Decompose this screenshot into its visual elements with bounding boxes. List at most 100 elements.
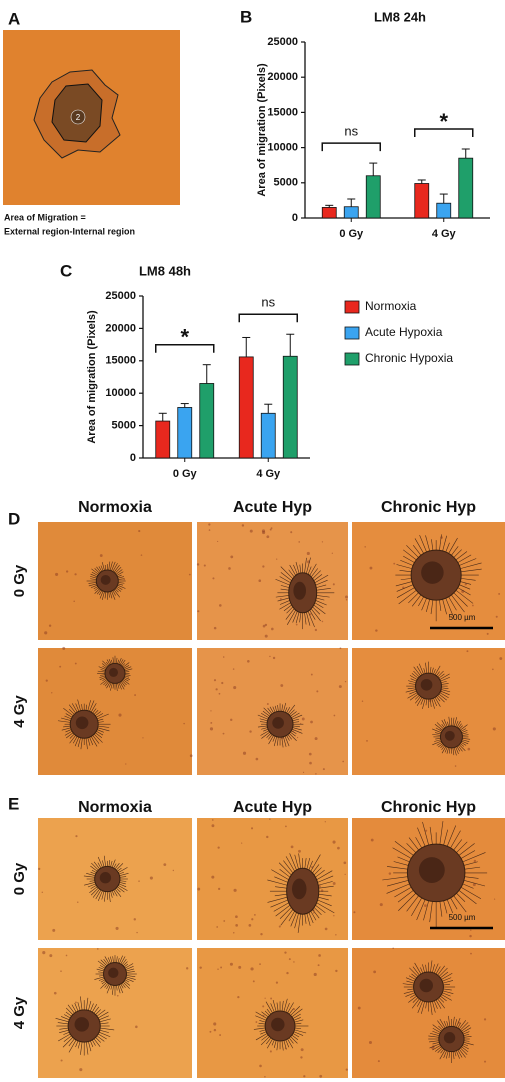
spike xyxy=(445,542,450,553)
speck xyxy=(290,531,293,534)
spike xyxy=(93,586,98,590)
spike xyxy=(272,999,277,1012)
spike xyxy=(98,566,103,572)
speck xyxy=(285,825,287,828)
spike xyxy=(121,680,127,686)
row-label: 0 Gy xyxy=(11,862,28,895)
spike xyxy=(462,852,486,863)
spike xyxy=(435,738,441,740)
spike xyxy=(407,687,416,690)
spike xyxy=(80,738,83,750)
spike xyxy=(64,1014,71,1019)
speck xyxy=(271,627,274,631)
spike xyxy=(448,747,451,754)
spike xyxy=(86,1041,89,1055)
spike xyxy=(283,604,292,612)
spike xyxy=(291,714,303,720)
speck xyxy=(262,1005,265,1008)
column-title: Chronic Hyp xyxy=(381,499,476,516)
spike xyxy=(450,897,458,910)
speck xyxy=(284,951,287,954)
spheroid-core xyxy=(75,716,89,730)
spike xyxy=(114,863,120,870)
spike xyxy=(257,714,269,720)
speck xyxy=(345,598,348,601)
spike xyxy=(97,727,110,732)
spike xyxy=(290,912,297,927)
spike xyxy=(93,1038,101,1047)
spike xyxy=(267,879,288,886)
spike xyxy=(439,673,450,680)
spike xyxy=(90,871,96,875)
spike xyxy=(122,679,130,685)
spike xyxy=(68,704,76,714)
spheroid-core xyxy=(444,730,455,741)
spike xyxy=(89,880,95,882)
spike xyxy=(310,608,321,622)
spike xyxy=(438,967,448,977)
spike xyxy=(307,566,312,575)
spike xyxy=(397,856,410,863)
spike xyxy=(439,901,443,917)
spike xyxy=(96,1035,105,1042)
spike xyxy=(253,1027,266,1030)
spike xyxy=(64,730,73,736)
spike xyxy=(405,977,415,982)
speck xyxy=(466,650,469,653)
caption: Area of Migration = xyxy=(4,212,86,222)
spike xyxy=(95,1037,102,1043)
spike xyxy=(442,990,454,994)
spike xyxy=(458,890,477,905)
speck xyxy=(333,714,336,717)
spike xyxy=(97,856,103,868)
spike xyxy=(463,1040,470,1042)
spike xyxy=(283,998,288,1012)
spike xyxy=(101,663,108,668)
spike xyxy=(110,985,113,990)
spike xyxy=(104,982,109,988)
speck xyxy=(133,918,136,921)
spike xyxy=(93,710,99,715)
spike xyxy=(441,994,452,1001)
spike xyxy=(88,583,97,587)
spike xyxy=(315,579,328,586)
spike xyxy=(459,558,477,566)
spike xyxy=(98,721,104,723)
speck xyxy=(264,997,266,999)
spike xyxy=(292,725,300,728)
speck xyxy=(361,700,364,702)
speck xyxy=(275,981,279,984)
spike xyxy=(117,985,121,994)
spike xyxy=(57,720,71,723)
spike xyxy=(77,699,81,711)
y-tick-label: 10000 xyxy=(267,142,298,154)
spike xyxy=(97,713,109,720)
speck xyxy=(309,761,312,765)
speck xyxy=(219,604,222,607)
spike xyxy=(108,659,112,665)
spike xyxy=(274,705,277,712)
y-tick-label: 0 xyxy=(292,212,298,224)
speck xyxy=(470,929,472,931)
spike xyxy=(96,1009,106,1017)
speck xyxy=(213,679,217,682)
spike xyxy=(460,742,467,746)
spike xyxy=(65,1007,74,1015)
spike xyxy=(283,736,287,747)
spheroid-core xyxy=(421,561,444,584)
spike xyxy=(412,966,420,976)
spike xyxy=(398,590,417,605)
spike xyxy=(111,859,116,868)
spike xyxy=(91,1004,98,1013)
spike xyxy=(317,875,334,883)
spike xyxy=(448,716,451,727)
spike xyxy=(460,1047,468,1055)
speck xyxy=(262,624,266,628)
spike xyxy=(408,975,416,980)
spike xyxy=(100,981,108,989)
spike xyxy=(410,678,417,682)
speck xyxy=(251,827,254,830)
spike xyxy=(259,718,268,722)
spike xyxy=(91,568,99,575)
spike xyxy=(261,1011,269,1018)
